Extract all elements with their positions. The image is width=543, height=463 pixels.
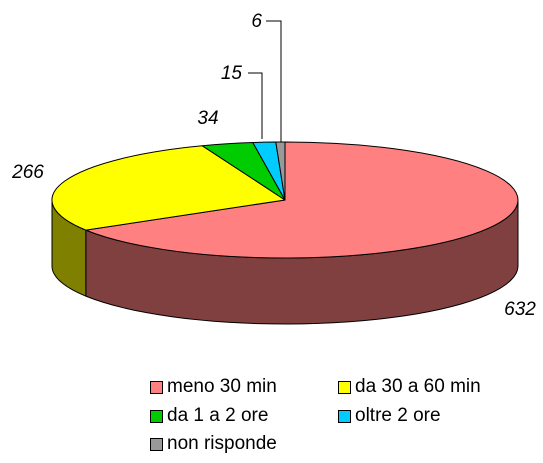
data-label-da-30-a-60-min: 266 (11, 162, 44, 183)
legend-item-da-1-a-2-ore: da 1 a 2 ore (150, 405, 268, 427)
leader-line-non-risponde (266, 20, 282, 142)
legend-label: meno 30 min (167, 376, 277, 397)
data-label-oltre-2-ore: 15 (221, 63, 243, 84)
legend-label: non risponde (167, 433, 277, 454)
pie-tops (51, 141, 519, 259)
legend-swatch-meno-30-min (150, 380, 163, 394)
data-label-meno-30-min: 632 (504, 299, 536, 320)
legend-label: da 30 a 60 min (355, 376, 481, 397)
legend-item-non-risponde: non risponde (150, 433, 277, 455)
legend-swatch-da-30-a-60-min (338, 380, 351, 394)
legend-item-da-30-a-60-min: da 30 a 60 min (338, 376, 481, 398)
slice-da-30-a-60-min (51, 145, 286, 231)
legend-item-oltre-2-ore: oltre 2 ore (338, 405, 441, 427)
legend-label: oltre 2 ore (355, 405, 441, 426)
leader-lines (248, 20, 282, 142)
legend-swatch-da-1-a-2-ore (150, 409, 163, 423)
pie-chart: 632 266 34 15 6 (11, 11, 536, 325)
data-labels: 632 266 34 15 6 (11, 11, 536, 320)
slice-non-risponde (275, 141, 286, 201)
legend-item-meno-30-min: meno 30 min (150, 376, 277, 398)
legend-swatch-non-risponde (150, 437, 163, 451)
legend: meno 30 min da 30 a 60 min da 1 a 2 ore olt… (0, 366, 543, 463)
leader-line-oltre-2-ore (248, 72, 263, 139)
legend-label: da 1 a 2 ore (167, 405, 269, 426)
data-label-da-1-a-2-ore: 34 (197, 108, 218, 129)
legend-swatch-oltre-2-ore (338, 409, 351, 423)
slice-meno-30-min (85, 141, 519, 259)
data-label-non-risponde: 6 (251, 11, 262, 32)
